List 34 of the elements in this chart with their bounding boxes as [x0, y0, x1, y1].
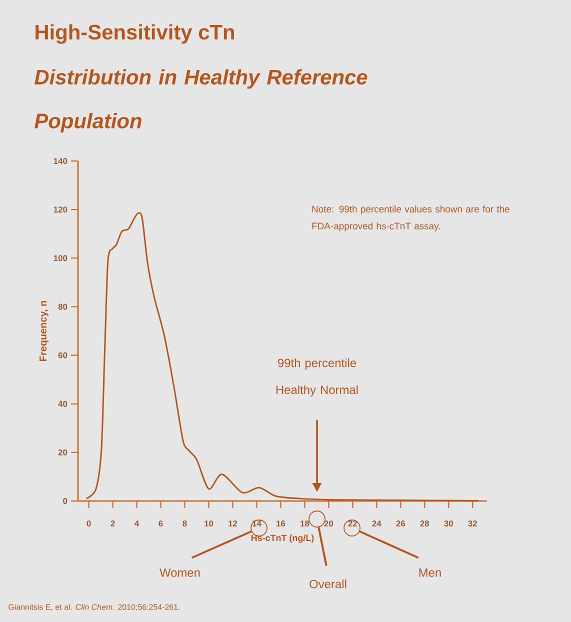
chart-title: High-Sensitivity cTn [36, 24, 234, 44]
chart-subtitle: Distribution in Healthy Reference Population [34, 69, 368, 133]
x-tick-label: 6 [158, 520, 163, 527]
x-tick-label: 4 [134, 520, 140, 526]
y-tick-label: 0 [63, 498, 68, 504]
x-axis-title: Hs-cTnT (ng/L) [251, 534, 314, 543]
text: Overall [310, 580, 346, 588]
y-tick-label: 100 [54, 255, 68, 262]
text: Women [160, 568, 200, 577]
x-tick-label: 32 [468, 520, 477, 527]
y-tick-label: 80 [58, 304, 68, 310]
x-tick-label: 10 [204, 520, 214, 527]
x-tick-label: 22 [348, 520, 358, 526]
x-tick-label: 28 [420, 520, 430, 527]
annotation: Note: 99th percentile values shown are for the FDA-approved hs-cTnT assay. [312, 206, 510, 232]
y-axis-title: Frequency, n [40, 300, 49, 361]
x-tick-label: 30 [444, 520, 453, 527]
x-tick-label: 8 [182, 520, 187, 527]
x-tick-label: 20 [324, 520, 334, 527]
x-tick-label: 14 [252, 520, 262, 526]
y-tick-label: 60 [58, 352, 68, 358]
x-tick-label: 26 [396, 520, 406, 527]
y-tick-label: 20 [58, 449, 68, 456]
text: Men [419, 568, 441, 577]
x-tick-label: 24 [372, 520, 382, 526]
x-tick-label: 2 [110, 520, 115, 526]
y-tick-label: 140 [54, 158, 68, 164]
x-tick-label: 18 [300, 520, 310, 527]
x-tick-label: 0 [86, 520, 91, 527]
y-tick-label: 120 [54, 206, 68, 213]
y-tick-label: 40 [58, 400, 68, 407]
text: 99th percentile Healthy Normal [276, 358, 358, 396]
x-tick-label: 16 [276, 520, 286, 527]
x-tick-label: 12 [228, 520, 238, 526]
